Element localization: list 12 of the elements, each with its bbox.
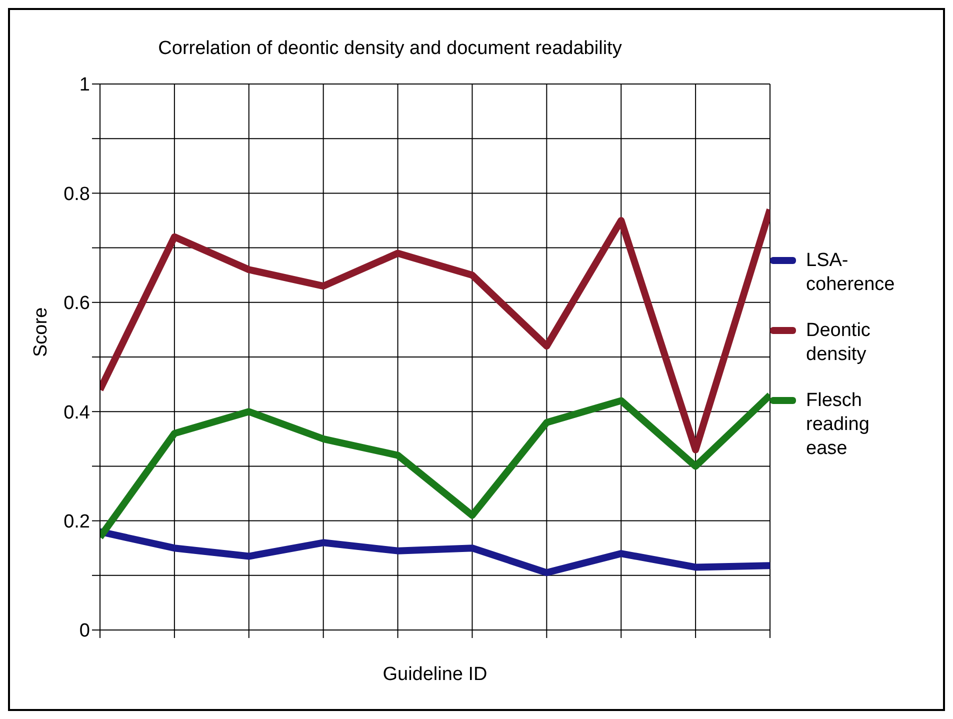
y-axis-title: Score (30, 307, 52, 357)
y-tick-label: 0 (79, 620, 90, 642)
chart-title: Correlation of deontic density and document readability (157, 38, 623, 60)
y-tick-label: 0.8 (64, 184, 90, 205)
y-tick-label: 1 (79, 74, 90, 96)
y-tick-label: 0.2 (64, 512, 90, 533)
y-tick-label: 0.6 (64, 293, 90, 314)
y-tick-label: 0.4 (64, 402, 90, 424)
legend-label: LSA-coherence (806, 249, 896, 297)
legend-label: Deontic density (806, 319, 872, 367)
x-axis-title: Guideline ID (382, 664, 488, 685)
legend-label: Flesch reading ease (806, 389, 870, 461)
